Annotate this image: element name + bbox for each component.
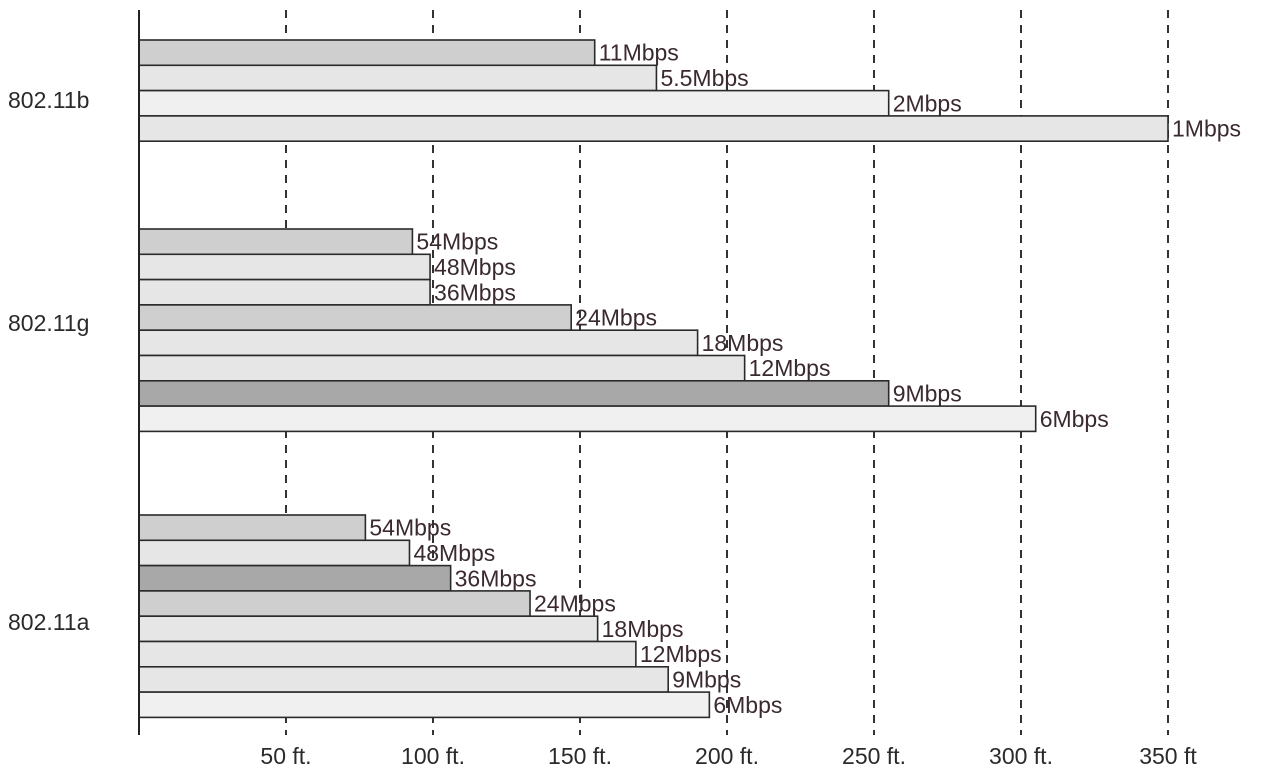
bar-data-label: 12Mbps [640, 641, 722, 667]
x-tick-label: 200 ft. [695, 743, 759, 769]
bar [138, 590, 531, 618]
bar [138, 539, 411, 567]
bar-data-label: 9Mbps [893, 380, 962, 406]
category-label: 802.11a [8, 609, 90, 635]
bar [138, 615, 599, 643]
bar-data-label: 36Mbps [455, 565, 537, 591]
x-tick-label: 350 ft [1139, 743, 1197, 769]
bar-data-label: 18Mbps [702, 330, 784, 356]
bar-data-label: 18Mbps [602, 616, 684, 642]
category-label: 802.11g [8, 310, 89, 336]
bar-data-label: 48Mbps [434, 254, 516, 280]
bar-data-label: 6Mbps [713, 692, 782, 718]
bar [138, 379, 890, 407]
bar-data-label: 48Mbps [413, 540, 495, 566]
bar-data-label: 1Mbps [1172, 116, 1241, 142]
x-tick-label: 100 ft. [401, 743, 465, 769]
bar [138, 514, 367, 542]
bar [138, 405, 1037, 433]
bar [138, 253, 431, 281]
bar-data-label: 5.5Mbps [660, 65, 748, 91]
bar [138, 354, 746, 382]
x-tick-label: 150 ft. [548, 743, 612, 769]
bar-data-label: 54Mbps [369, 515, 451, 541]
bar [138, 691, 711, 719]
bar-data-label: 36Mbps [434, 279, 516, 305]
bar-data-label: 6Mbps [1040, 406, 1109, 432]
bar-data-label: 2Mbps [893, 90, 962, 116]
bar-data-label: 24Mbps [575, 305, 657, 331]
bar [138, 89, 890, 117]
bar-data-label: 9Mbps [672, 666, 741, 692]
bar [138, 640, 637, 668]
bar [138, 329, 699, 357]
bar [138, 564, 452, 592]
axes: 50 ft. 100 ft. 150 ft. 200 ft. 250 ft. 300 ft… [8, 10, 1197, 769]
x-tick-label: 50 ft. [260, 743, 311, 769]
category-label: 802.11b [8, 87, 89, 113]
bar [138, 64, 658, 92]
bar-data-label: 11Mbps [599, 40, 679, 66]
bars: 11Mbps5.5Mbps2Mbps1Mbps54Mbps48Mbps36Mbp… [138, 39, 1241, 719]
bar-data-label: 24Mbps [534, 591, 616, 617]
bar [138, 278, 431, 306]
bar [138, 115, 1169, 143]
bar-data-label: 12Mbps [749, 355, 831, 381]
x-tick-label: 300 ft. [989, 743, 1053, 769]
bar [138, 228, 414, 256]
bar [138, 665, 670, 693]
bar [138, 304, 572, 331]
bar [138, 39, 596, 67]
bar-data-label: 54Mbps [416, 229, 498, 255]
x-tick-label: 250 ft. [842, 743, 906, 769]
